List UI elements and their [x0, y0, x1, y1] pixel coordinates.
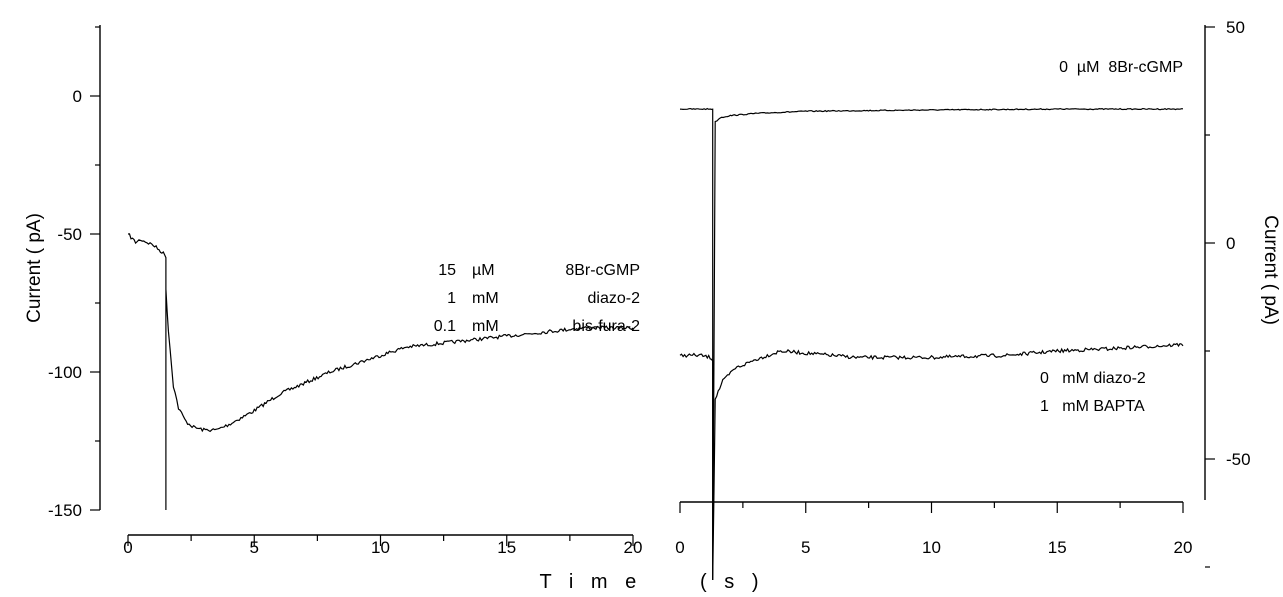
left-annotation: 15 µM 8Br-cGMP 1 mM diazo-2 0.1 mM bis-f… [434, 262, 640, 335]
right-x-tick-label: 20 [1174, 538, 1193, 557]
right-x-tick-label: 15 [1048, 538, 1067, 557]
right-annotation-bottom-1: 0 mM diazo-2 [1040, 370, 1146, 387]
left-y-tick-label: -100 [48, 363, 82, 382]
right-y-axis-label: Current ( pA) [1260, 215, 1281, 325]
left-panel: -150 -100 -50 0 0 5 10 15 20 Current ( pA) 15 µ… [24, 25, 642, 557]
right-x-tick-label: 0 [675, 538, 684, 557]
left-y-tick-label: -150 [48, 501, 82, 520]
left-x-tick-label: 5 [250, 538, 259, 557]
left-y-tick-label: 0 [73, 87, 82, 106]
left-ann-1-unit: µM [472, 262, 495, 279]
left-ann-3-value: 0.1 [434, 318, 456, 335]
right-y-tick-label: 0 [1226, 234, 1235, 253]
left-y-axis-label: Current ( pA) [24, 213, 45, 323]
right-current-trace-bapta [679, 342, 1184, 581]
right-y-tick-label: 50 [1226, 18, 1245, 37]
right-annotation-top: 0 µM 8Br-cGMP [1059, 59, 1183, 76]
left-y-ticks: -150 -100 -50 0 [48, 26, 100, 520]
left-x-ticks: 0 5 10 15 20 [123, 535, 642, 557]
right-x-tick-label: 10 [922, 538, 941, 557]
right-y-ticks: -50 0 50 [1205, 18, 1251, 568]
x-axis-label: T i m e ( s ) [540, 571, 765, 593]
left-x-tick-label: 0 [123, 538, 132, 557]
left-ann-2-unit: mM [472, 290, 499, 307]
left-ann-1-value: 15 [438, 262, 456, 279]
left-x-tick-label: 20 [624, 538, 643, 557]
left-ann-3-compound: bis-fura-2 [572, 318, 640, 335]
right-x-ticks: 0 5 10 15 20 [675, 502, 1192, 557]
left-x-tick-label: 10 [371, 538, 390, 557]
left-ann-2-value: 1 [447, 290, 456, 307]
right-panel: -50 0 50 0 5 10 15 20 Current ( pA) 0 µM 8Br-c… [675, 18, 1281, 581]
left-ann-1-compound: 8Br-cGMP [565, 262, 640, 279]
left-y-tick-label: -50 [57, 225, 82, 244]
right-y-tick-label: -50 [1226, 450, 1251, 469]
left-ann-3-unit: mM [472, 318, 499, 335]
left-ann-2-compound: diazo-2 [588, 290, 641, 307]
left-current-trace [127, 233, 634, 510]
right-annotation-bottom-2: 1 mM BAPTA [1040, 398, 1145, 415]
right-x-tick-label: 5 [801, 538, 810, 557]
right-current-trace-cgmp [679, 107, 1184, 581]
left-x-tick-label: 15 [497, 538, 516, 557]
